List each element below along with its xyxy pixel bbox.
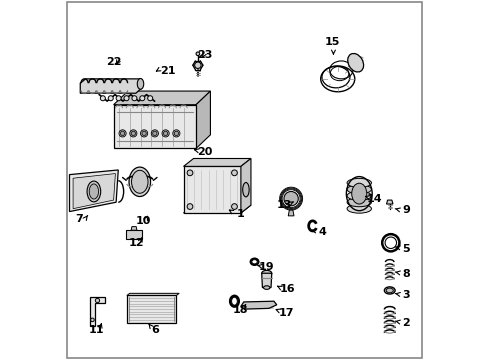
Text: 12: 12 — [128, 238, 143, 248]
Circle shape — [124, 96, 129, 101]
Text: 21: 21 — [160, 66, 175, 76]
Text: 1: 1 — [237, 209, 244, 219]
Polygon shape — [287, 210, 293, 216]
Text: 7: 7 — [76, 215, 83, 224]
Circle shape — [187, 170, 192, 176]
Circle shape — [231, 170, 237, 176]
Polygon shape — [183, 205, 250, 213]
Circle shape — [108, 96, 113, 101]
Circle shape — [163, 131, 167, 135]
Ellipse shape — [263, 286, 269, 289]
Ellipse shape — [346, 198, 371, 207]
Ellipse shape — [131, 170, 148, 193]
Ellipse shape — [386, 288, 392, 293]
Text: 16: 16 — [279, 284, 295, 294]
Text: 10: 10 — [135, 216, 151, 226]
Ellipse shape — [137, 78, 143, 89]
Ellipse shape — [89, 184, 99, 199]
Ellipse shape — [242, 183, 249, 197]
Circle shape — [119, 130, 126, 137]
Text: 14: 14 — [366, 194, 381, 204]
Circle shape — [284, 192, 298, 206]
Text: 4: 4 — [318, 227, 326, 237]
Ellipse shape — [347, 54, 363, 72]
Circle shape — [140, 130, 147, 137]
Circle shape — [151, 130, 158, 137]
Polygon shape — [131, 226, 137, 230]
Circle shape — [142, 131, 146, 135]
Text: 8: 8 — [401, 269, 409, 279]
Ellipse shape — [346, 185, 371, 194]
Circle shape — [140, 96, 144, 101]
Polygon shape — [69, 170, 118, 212]
Circle shape — [129, 130, 137, 137]
Circle shape — [231, 204, 237, 210]
Circle shape — [132, 96, 137, 101]
Polygon shape — [241, 301, 276, 309]
Polygon shape — [183, 166, 241, 213]
Ellipse shape — [346, 191, 371, 200]
Text: 23: 23 — [197, 50, 212, 60]
Polygon shape — [261, 273, 271, 288]
Circle shape — [100, 96, 105, 101]
Ellipse shape — [261, 270, 271, 276]
Text: 18: 18 — [232, 305, 247, 315]
Polygon shape — [183, 158, 250, 166]
Text: 13: 13 — [276, 200, 291, 210]
Polygon shape — [80, 79, 141, 93]
Text: 19: 19 — [258, 262, 274, 272]
Circle shape — [172, 130, 180, 137]
Circle shape — [95, 298, 100, 303]
Polygon shape — [73, 174, 115, 209]
Polygon shape — [126, 230, 142, 239]
Text: 6: 6 — [151, 325, 159, 335]
Ellipse shape — [129, 167, 150, 197]
Circle shape — [131, 131, 135, 135]
Circle shape — [187, 204, 192, 210]
Circle shape — [116, 96, 121, 101]
Polygon shape — [113, 105, 196, 148]
Polygon shape — [89, 297, 104, 326]
Text: 20: 20 — [197, 147, 212, 157]
Ellipse shape — [346, 204, 371, 213]
Polygon shape — [241, 158, 250, 213]
Ellipse shape — [87, 181, 101, 202]
Polygon shape — [113, 91, 210, 105]
Circle shape — [90, 318, 94, 321]
Text: 3: 3 — [401, 291, 409, 301]
Polygon shape — [126, 296, 176, 323]
Circle shape — [162, 130, 169, 137]
Polygon shape — [196, 91, 210, 148]
Ellipse shape — [384, 287, 394, 294]
Text: 17: 17 — [279, 308, 294, 318]
Polygon shape — [126, 293, 179, 296]
Ellipse shape — [346, 179, 371, 187]
Ellipse shape — [351, 183, 366, 204]
Text: 2: 2 — [401, 319, 409, 328]
Circle shape — [147, 96, 152, 101]
Text: 15: 15 — [324, 37, 339, 47]
Circle shape — [196, 52, 199, 55]
Circle shape — [152, 131, 157, 135]
Text: 11: 11 — [89, 325, 104, 335]
Circle shape — [194, 62, 201, 68]
Circle shape — [174, 131, 178, 135]
Text: 22: 22 — [106, 57, 122, 67]
Text: 5: 5 — [401, 244, 409, 254]
Polygon shape — [386, 200, 392, 204]
Text: 9: 9 — [401, 206, 409, 216]
Circle shape — [120, 131, 124, 135]
